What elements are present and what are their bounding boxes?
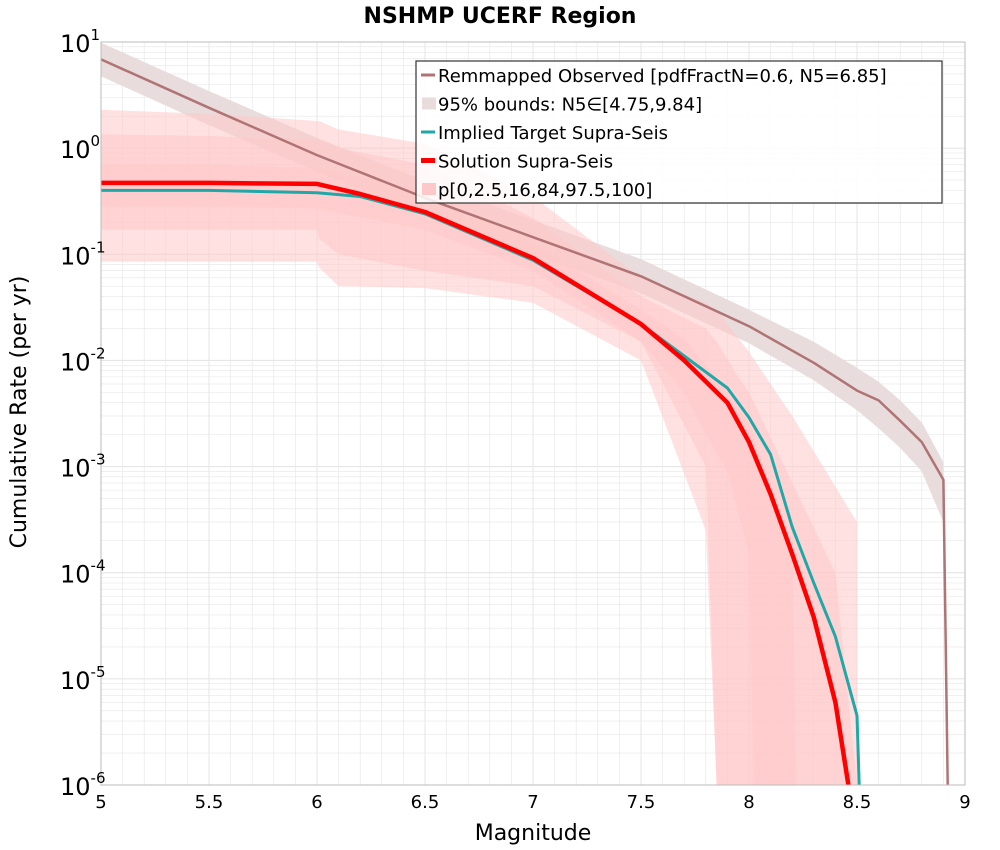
y-tick-label: 10-2 (60, 344, 106, 376)
legend-label: p[0,2.5,16,84,97.5,100] (438, 180, 652, 201)
legend-label: Solution Supra-Seis (438, 152, 613, 173)
legend-box (415, 60, 943, 204)
x-tick-label: 5 (95, 792, 106, 813)
y-axis-label: Cumulative Rate (per yr) (7, 276, 32, 549)
x-axis-ticks: 5 5.5 6 6.5 7 7.5 8 8.5 9 (95, 792, 970, 813)
x-tick-label: 7 (527, 792, 538, 813)
y-tick-label: 10-6 (60, 769, 106, 801)
series-line-observed (100, 58, 949, 786)
legend-label: Implied Target Supra-Seis (438, 123, 668, 144)
x-tick-label: 6 (311, 792, 322, 813)
series-line-implied-target (101, 188, 861, 786)
x-tick-label: 8 (743, 792, 754, 813)
legend-label: 95% bounds: N5∈[4.75,9.84] (438, 95, 702, 116)
series-lines (100, 58, 949, 786)
y-tick-label: 10-4 (60, 557, 106, 589)
x-tick-label: 7.5 (627, 792, 656, 813)
legend-label: Remmapped Observed [pdfFractN=0.6, N5=6.… (438, 66, 887, 87)
y-tick-label: 10-5 (60, 663, 106, 695)
y-tick-label: 10-1 (60, 238, 106, 270)
legend-swatch-band (422, 183, 436, 195)
x-tick-label: 8.5 (843, 792, 872, 813)
y-tick-label: 100 (60, 132, 100, 164)
band-3 (101, 164, 797, 786)
plot-frame (100, 41, 966, 786)
legend: Remmapped Observed [pdfFractN=0.6, N5=6.… (415, 60, 943, 204)
y-tick-label: 101 (60, 26, 100, 58)
x-tick-label: 6.5 (411, 792, 440, 813)
series-line-solution (101, 180, 851, 786)
y-tick-label: 10-3 (60, 451, 106, 483)
y-axis-ticks: 10-6 10-5 10-4 10-3 10-2 10-1 100 101 (60, 26, 106, 801)
x-tick-label: 5.5 (195, 792, 224, 813)
bands (101, 42, 948, 786)
x-tick-label: 9 (959, 792, 970, 813)
legend-swatch-band (422, 97, 436, 110)
x-axis-label: Magnitude (475, 821, 592, 846)
chart-title: NSHMP UCERF Region (364, 4, 637, 29)
